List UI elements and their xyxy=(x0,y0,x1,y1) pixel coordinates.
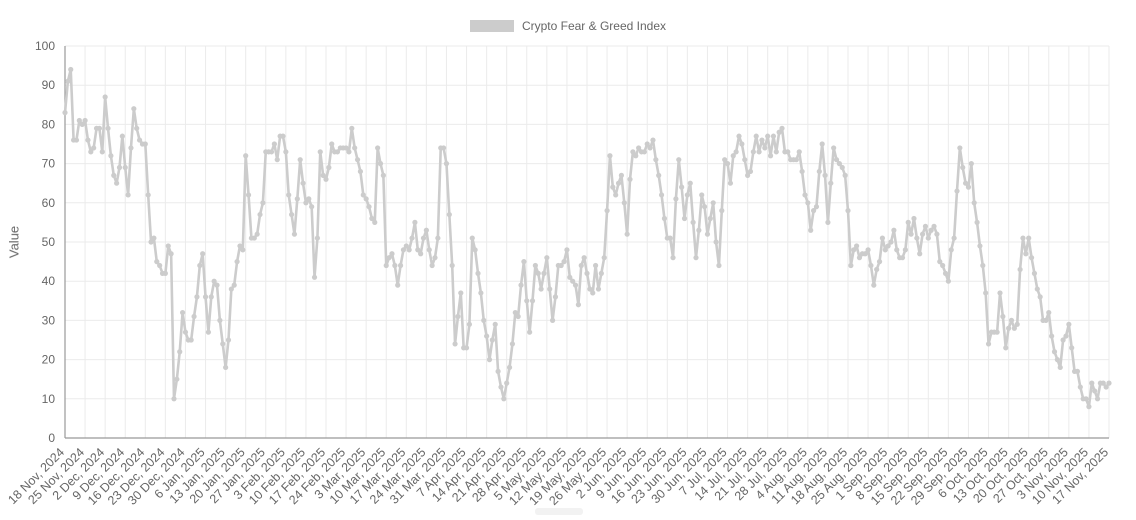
svg-text:50: 50 xyxy=(42,235,56,249)
svg-text:100: 100 xyxy=(35,39,55,53)
svg-text:40: 40 xyxy=(42,274,56,288)
svg-text:90: 90 xyxy=(42,78,56,92)
svg-text:10: 10 xyxy=(42,392,56,406)
svg-text:30: 30 xyxy=(42,313,56,327)
svg-text:80: 80 xyxy=(42,117,56,131)
svg-text:0: 0 xyxy=(48,431,55,445)
svg-text:20: 20 xyxy=(42,353,56,367)
svg-text:70: 70 xyxy=(42,157,56,171)
svg-text:60: 60 xyxy=(42,196,56,210)
